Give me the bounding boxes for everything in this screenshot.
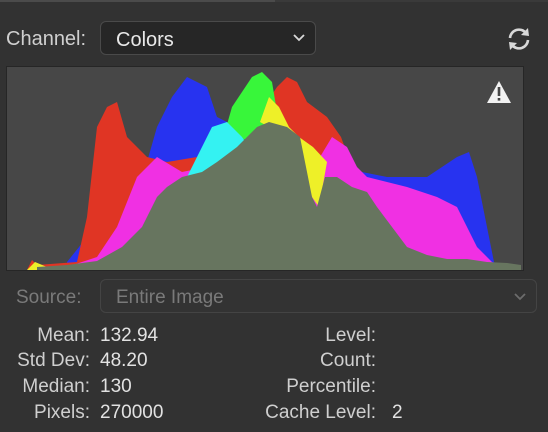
refresh-icon[interactable] [505, 25, 533, 53]
chevron-down-icon [293, 34, 305, 42]
panel-top-border [0, 0, 548, 2]
percentile-label: Percentile: [286, 376, 376, 397]
level-label: Level: [325, 325, 376, 346]
mean-label: Mean: [37, 325, 90, 346]
median-label: Median: [22, 376, 90, 397]
panel-tab-indicator [0, 0, 275, 2]
channel-select-value: Colors [116, 29, 174, 51]
warning-icon[interactable] [486, 80, 512, 104]
mean-value: 132.94 [100, 325, 159, 346]
histogram-gray [37, 122, 521, 270]
count-label: Count: [320, 350, 376, 371]
source-select-value: Entire Image [116, 287, 224, 308]
channel-select[interactable]: Colors [100, 21, 316, 55]
histogram [6, 66, 524, 271]
std-dev-value: 48.20 [100, 350, 148, 371]
cache-level-value: 2 [392, 402, 403, 423]
pixels-label: Pixels: [34, 402, 90, 423]
channel-label: Channel: [6, 28, 87, 50]
cache-level-label: Cache Level: [265, 402, 376, 423]
std-dev-label: Std Dev: [17, 350, 90, 371]
source-label: Source: [16, 287, 82, 308]
median-value: 130 [100, 376, 132, 397]
chevron-down-icon [514, 293, 526, 301]
pixels-value: 270000 [100, 402, 164, 423]
source-select[interactable]: Entire Image [100, 279, 537, 313]
